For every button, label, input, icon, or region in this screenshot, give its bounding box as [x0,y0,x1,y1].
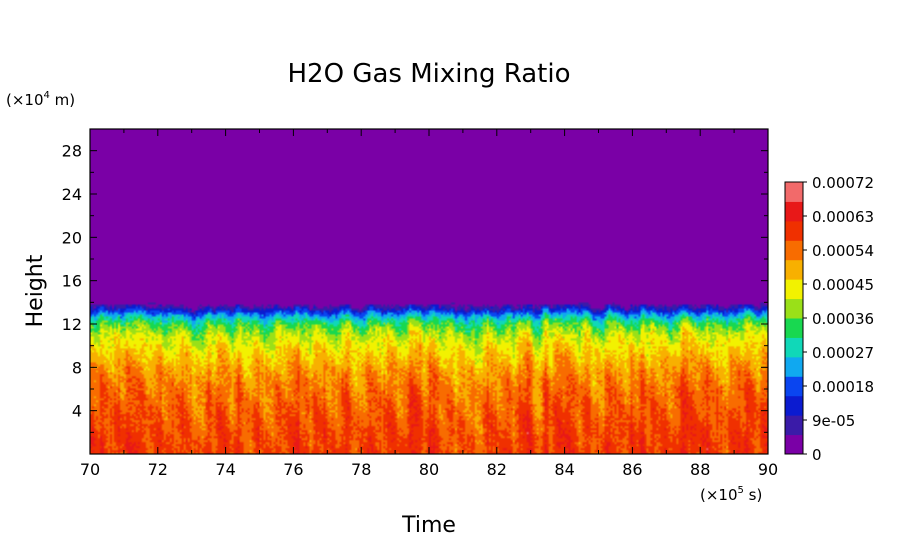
y-tick-label: 20 [62,228,82,247]
y-axis-label: Height [23,254,48,327]
y-axis: 4 8 12 16 20 24 28 [62,142,768,433]
y-tick-label: 24 [62,185,82,204]
x-tick-label: 84 [554,460,574,479]
colorbar-tick-label: 0.00054 [812,242,874,260]
colorbar-swatch [785,337,803,358]
x-axis: 70 72 74 76 78 80 82 84 86 88 90 [80,129,778,479]
x-axis-label: Time [401,513,456,538]
colorbar-tick-label: 0.00063 [812,208,874,226]
x-tick-label: 90 [758,460,778,479]
colorbar-swatch [785,318,803,338]
x-tick-label: 80 [419,460,439,479]
x-tick-label: 82 [487,460,507,479]
colorbar-swatch [785,240,803,261]
x-tick-label: 72 [148,460,168,479]
heatmap-plot-area [89,128,769,455]
x-tick-label: 74 [215,460,235,479]
colorbar-swatch [785,201,803,222]
colorbar-tick-label: 0 [812,446,822,464]
colorbar-swatch [785,220,803,241]
colorbar-tick-label: 0.00027 [812,344,874,362]
colorbar-swatch [785,415,803,436]
y-tick-label: 12 [62,315,82,334]
x-tick-label: 70 [80,460,100,479]
colorbar-swatch [785,376,803,397]
chart-title: H2O Gas Mixing Ratio [288,59,571,89]
colorbar: 0 9e-05 0.00018 0.00027 0.00036 0.00045 0.0005… [784,174,874,464]
y-tick-label: 8 [72,358,82,377]
x-unit-label: (×105 s) [700,485,762,504]
x-tick-label: 88 [690,460,710,479]
y-tick-label: 4 [72,402,82,421]
y-unit-label: (×104 m) [6,90,75,109]
colorbar-swatch [785,279,803,300]
x-tick-label: 76 [283,460,303,479]
colorbar-swatch [785,298,803,319]
heatmap-image [90,129,768,454]
y-tick-label: 16 [62,272,82,291]
x-tick-label: 86 [622,460,642,479]
colorbar-swatch [785,356,803,377]
colorbar-tick-label: 0.00036 [812,310,874,328]
colorbar-swatch [785,182,803,202]
colorbar-swatch [785,395,803,416]
y-tick-label: 28 [62,142,82,161]
colorbar-tick-label: 0.00045 [812,276,874,294]
colorbar-tick-label: 0.00018 [812,378,874,396]
colorbar-tick-label: 9e-05 [812,412,855,430]
colorbar-tick-label: 0.00072 [812,174,874,192]
x-tick-label: 78 [351,460,371,479]
colorbar-swatch [785,259,803,280]
colorbar-swatch [785,434,803,455]
